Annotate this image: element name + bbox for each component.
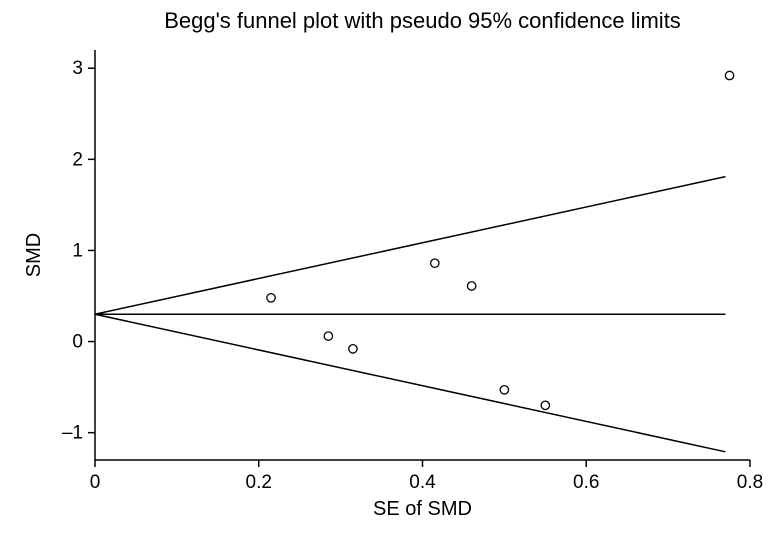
data-point [467, 282, 475, 290]
funnel-plot: Begg's funnel plot with pseudo 95% confi… [0, 0, 783, 535]
data-point [324, 332, 332, 340]
lower-confidence-line [95, 314, 725, 452]
y-tick-label: 1 [72, 240, 83, 261]
data-point [541, 401, 549, 409]
x-tick-label: 0.6 [573, 472, 599, 493]
y-axis-label: SMD [23, 233, 45, 277]
data-point [267, 294, 275, 302]
axes [95, 50, 750, 460]
x-tick-label: 0 [90, 472, 101, 493]
y-tick-label: 3 [72, 58, 83, 79]
x-tick-label: 0.4 [409, 472, 436, 493]
x-tick-label: 0.2 [246, 472, 272, 493]
data-point [725, 71, 733, 79]
data-point [349, 345, 357, 353]
y-tick-label: –1 [62, 423, 83, 444]
y-tick-label: 2 [72, 149, 83, 170]
data-point [431, 259, 439, 267]
upper-confidence-line [95, 177, 725, 315]
chart-title: Begg's funnel plot with pseudo 95% confi… [164, 8, 681, 33]
x-tick-label: 0.8 [737, 472, 763, 493]
y-tick-label: 0 [72, 332, 83, 353]
chart-svg: Begg's funnel plot with pseudo 95% confi… [0, 0, 783, 535]
data-point [500, 386, 508, 394]
x-axis-label: SE of SMD [373, 498, 472, 520]
